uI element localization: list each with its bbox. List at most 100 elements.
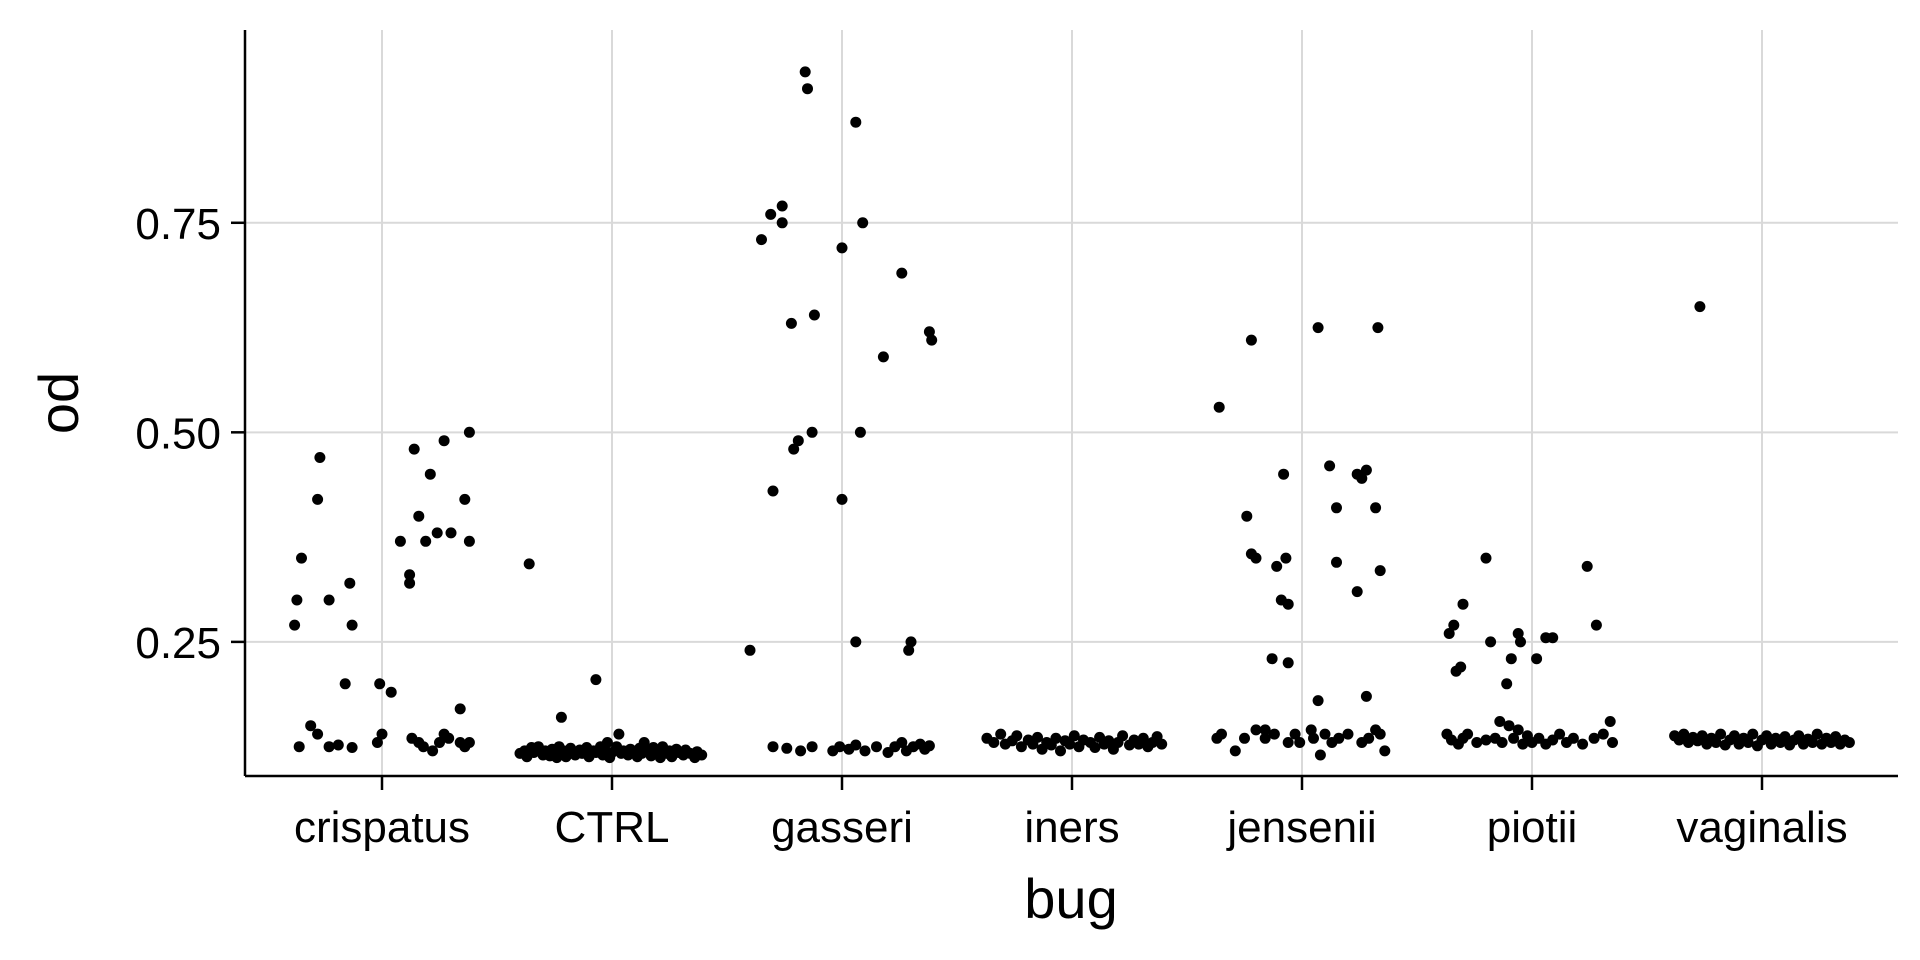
data-point-vaginalis (1843, 737, 1855, 748)
data-point-crispatus (346, 619, 358, 631)
data-point-crispatus (339, 678, 351, 690)
data-point-crispatus (404, 569, 416, 581)
data-point-crispatus (312, 493, 324, 505)
data-point-piotii (1501, 678, 1513, 690)
data-point-crispatus (296, 552, 307, 564)
data-point-iners (1011, 730, 1023, 742)
data-point-iners (1055, 745, 1066, 757)
data-point-piotii (1455, 661, 1467, 673)
data-point-jensenii (1312, 695, 1324, 707)
data-point-piotii (1604, 716, 1616, 727)
data-point-gasseri (776, 217, 788, 229)
data-point-piotii (1505, 653, 1517, 665)
data-point-jensenii (1324, 460, 1336, 472)
data-point-jensenii (1331, 502, 1342, 514)
data-point-crispatus (413, 510, 425, 522)
data-point-jensenii (1374, 728, 1386, 740)
data-point-iners (988, 737, 1000, 748)
data-point-gasseri (806, 741, 818, 753)
data-point-crispatus (371, 737, 383, 748)
data-point-jensenii (1360, 690, 1372, 702)
data-point-piotii (1554, 728, 1566, 740)
data-point-crispatus (291, 594, 303, 606)
data-point-piotii (1588, 732, 1600, 744)
data-point-crispatus (454, 703, 466, 715)
data-point-piotii (1485, 636, 1497, 648)
data-point-iners (1064, 738, 1076, 750)
data-point-vaginalis (1728, 730, 1740, 742)
x-tick-label: piotii (1487, 803, 1578, 852)
data-point-jensenii (1363, 732, 1375, 744)
data-point-jensenii (1239, 732, 1250, 744)
data-point-iners (1137, 732, 1149, 744)
data-point-jensenii (1280, 552, 1292, 564)
data-point-piotii (1480, 552, 1492, 564)
data-point-jensenii (1268, 728, 1280, 740)
data-point-jensenii (1312, 322, 1324, 334)
data-point-vaginalis (1694, 301, 1706, 313)
data-point-gasseri (756, 234, 767, 246)
data-point-iners (1117, 730, 1129, 742)
data-point-piotii (1590, 619, 1602, 631)
data-point-gasseri (795, 745, 807, 757)
x-axis-title: bug (1024, 867, 1117, 930)
y-tick-label: 0.50 (135, 409, 221, 458)
data-point-gasseri (926, 334, 938, 346)
data-point-piotii (1515, 636, 1526, 648)
data-point-jensenii (1319, 728, 1331, 740)
data-point-crispatus (289, 619, 301, 631)
data-point-crispatus (385, 686, 397, 698)
data-point-crispatus (463, 426, 475, 438)
data-point-vaginalis (1793, 730, 1805, 742)
data-point-crispatus (443, 732, 455, 744)
data-point-gasseri (923, 740, 935, 752)
data-point-piotii (1512, 724, 1524, 736)
data-point-gasseri (792, 435, 804, 447)
data-point-gasseri (785, 317, 797, 329)
grid (245, 30, 1898, 776)
data-point-jensenii (1278, 468, 1290, 480)
data-point-jensenii (1229, 745, 1241, 757)
x-tick-label: crispatus (294, 803, 470, 852)
data-point-gasseri (877, 351, 889, 363)
data-point-crispatus (417, 741, 429, 753)
data-point-gasseri (857, 217, 869, 229)
data-point-jensenii (1351, 586, 1363, 598)
data-point-crispatus (463, 737, 475, 748)
data-point-crispatus (332, 739, 344, 751)
data-point-piotii (1457, 598, 1469, 610)
data-point-jensenii (1259, 724, 1271, 736)
data-point-jensenii (1356, 472, 1368, 484)
data-point-gasseri (923, 326, 935, 338)
data-point-vaginalis (1710, 737, 1722, 748)
x-tick-label: vaginalis (1676, 803, 1847, 852)
data-point-gasseri (767, 741, 779, 753)
data-point-crispatus (424, 468, 436, 480)
data-point-vaginalis (1715, 728, 1727, 740)
data-point-jensenii (1372, 322, 1384, 334)
data-point-gasseri (850, 636, 862, 648)
data-point-jensenii (1342, 728, 1354, 740)
data-point-gasseri (850, 116, 862, 128)
data-point-crispatus (434, 737, 445, 748)
data-point-jensenii (1360, 464, 1372, 476)
data-point-vaginalis (1696, 730, 1708, 742)
data-point-gasseri (836, 493, 848, 505)
data-point-iners (1103, 735, 1115, 747)
data-point-vaginalis (1747, 728, 1759, 740)
data-point-gasseri (903, 644, 915, 656)
data-point-gasseri (788, 443, 800, 455)
data-point-crispatus (314, 452, 326, 463)
data-point-piotii (1581, 560, 1593, 572)
data-point-jensenii (1289, 728, 1301, 740)
data-point-piotii (1512, 628, 1524, 639)
data-point-jensenii (1308, 732, 1319, 744)
data-point-piotii (1480, 734, 1492, 746)
data-point-vaginalis (1807, 737, 1819, 748)
data-point-gasseri (767, 485, 779, 497)
data-point-jensenii (1331, 556, 1342, 568)
data-point-jensenii (1250, 552, 1262, 564)
data-point-jensenii (1213, 401, 1225, 413)
data-point-iners (1089, 742, 1101, 753)
data-point-piotii (1443, 628, 1455, 639)
